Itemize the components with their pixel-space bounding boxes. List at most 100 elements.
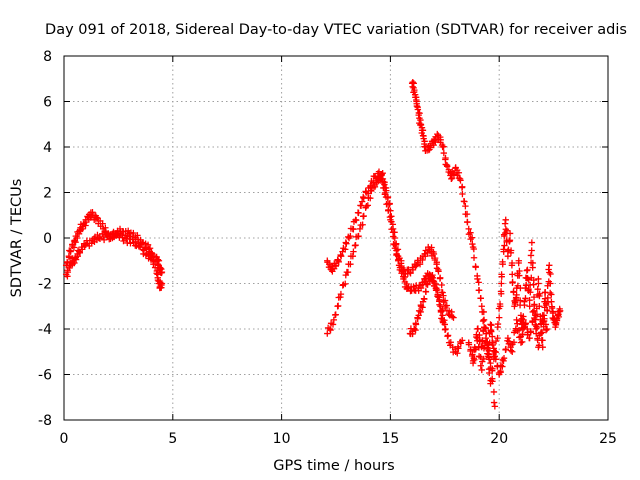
data-point [480,316,488,324]
data-point-interp [455,345,462,352]
data-point [461,198,468,205]
y-axis-label: SDTVAR / TECUs [9,179,25,298]
data-point [515,257,522,264]
data-point-interp [479,317,487,325]
data-point-interp [470,245,478,253]
data-point-interp [487,377,494,384]
data-point-interp [475,344,483,351]
data-point-interp [505,338,513,345]
data-point-interp [393,250,400,258]
data-point-interp [79,246,86,253]
data-point-interp [335,258,342,266]
data-point-interp [475,287,483,294]
data-point-interp [487,326,495,334]
data-point [556,307,564,314]
data-point [513,316,520,324]
data-point-interp [383,201,390,208]
data-point [498,280,505,287]
data-point-interp [350,226,357,233]
data-point-interp [412,321,420,328]
data-point-interp [534,285,541,293]
data-point-interp [483,338,491,346]
data-point-interp [389,225,397,233]
data-point [356,225,364,233]
data-point-interp [390,240,397,248]
data-point [478,303,485,310]
data-point-interp [427,144,434,151]
data-point [93,214,100,221]
data-point-interp [547,280,554,287]
data-point [332,262,340,269]
data-point-interp [470,354,478,362]
data-point [546,262,553,269]
y-tick-label: 8 [43,49,52,65]
data-point [459,337,466,344]
data-point-interp [409,330,416,338]
data-point-interp [409,83,416,90]
data-point [496,314,503,321]
data-point-interp [435,268,442,275]
data-point [487,321,494,328]
data-point-interp [507,347,515,354]
data-point-interp [532,325,540,333]
data-point-interp [462,202,469,210]
data-point-interp [347,232,354,240]
data-point-interp [467,229,474,236]
data-point [363,202,370,210]
data-point-interp [434,291,441,299]
data-point-interp [542,289,549,296]
data-point-interp [391,229,398,236]
data-point-interp [499,363,506,370]
data-point-interp [79,225,86,233]
data-point [491,403,499,410]
data-point [526,334,533,342]
chart-title: Day 091 of 2018, Sidereal Day-to-day VTE… [45,22,627,38]
data-point-interp [459,183,466,191]
y-tick-label: 2 [43,186,52,202]
data-point-interp [352,242,359,249]
data-point [350,248,357,255]
data-point-interp [444,332,452,339]
data-point-interp [420,132,427,140]
data-point-interp [327,326,334,334]
data-point-interp [546,269,553,276]
data-point-interp [94,231,101,239]
data-point-interp [442,325,449,333]
data-point-interp [414,103,421,111]
data-point-interp [421,295,428,303]
data-point-interp [409,266,417,274]
axis-ticks: 0 5 10 15 20 25 -8 -6 -4 -2 0 2 4 6 8 [38,49,617,447]
data-point-interp [480,323,488,331]
data-point-interp [385,206,392,214]
x-tick-label: 0 [60,431,69,447]
data-point-interp [514,320,521,327]
data-point-interp [422,253,429,260]
data-point-interp [490,345,497,352]
data-point [391,234,398,242]
data-point-interp [329,321,337,328]
data-point-interp [536,303,543,310]
data-point [543,325,551,333]
data-point-interp [106,231,114,238]
x-tick-label: 15 [381,431,399,447]
data-point-interp [407,270,414,277]
data-point-interp [532,316,539,323]
data-point [441,321,448,328]
data-point-interp [516,272,523,279]
data-point-interp [448,174,456,182]
data-point-interp [464,218,471,226]
data-point-interp [395,256,402,263]
data-point-interp [553,317,561,324]
data-point [506,230,514,237]
data-point-interp [130,229,137,237]
data-point [530,307,538,314]
data-point-interp [416,260,424,268]
data-point-interp [72,238,79,246]
y-tick-label: 0 [43,231,52,247]
data-point-interp [475,279,482,286]
data-point-interp [439,312,446,319]
data-point-interp [337,253,345,260]
data-point-interp [515,326,523,334]
data-point-interp [396,264,404,271]
y-tick-label: -4 [38,322,52,338]
